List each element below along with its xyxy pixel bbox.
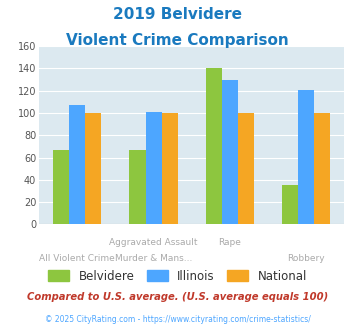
Bar: [53, 150, 69, 224]
Text: Aggravated Assault: Aggravated Assault: [109, 238, 198, 247]
Bar: [206, 68, 222, 224]
Bar: [222, 80, 238, 224]
Text: Violent Crime Comparison: Violent Crime Comparison: [66, 33, 289, 48]
Bar: [146, 112, 162, 224]
Text: Compared to U.S. average. (U.S. average equals 100): Compared to U.S. average. (U.S. average …: [27, 292, 328, 302]
Bar: [238, 113, 254, 224]
Bar: [282, 185, 298, 224]
Text: Robbery: Robbery: [288, 254, 325, 263]
Bar: [69, 105, 85, 224]
Bar: [298, 90, 314, 224]
Bar: [130, 150, 146, 224]
Text: Murder & Mans...: Murder & Mans...: [115, 254, 192, 263]
Text: 2019 Belvidere: 2019 Belvidere: [113, 7, 242, 21]
Text: Rape: Rape: [218, 238, 241, 247]
Text: © 2025 CityRating.com - https://www.cityrating.com/crime-statistics/: © 2025 CityRating.com - https://www.city…: [45, 315, 310, 324]
Bar: [85, 113, 101, 224]
Text: All Violent Crime: All Violent Crime: [39, 254, 115, 263]
Bar: [314, 113, 330, 224]
Bar: [162, 113, 178, 224]
Legend: Belvidere, Illinois, National: Belvidere, Illinois, National: [44, 265, 311, 287]
